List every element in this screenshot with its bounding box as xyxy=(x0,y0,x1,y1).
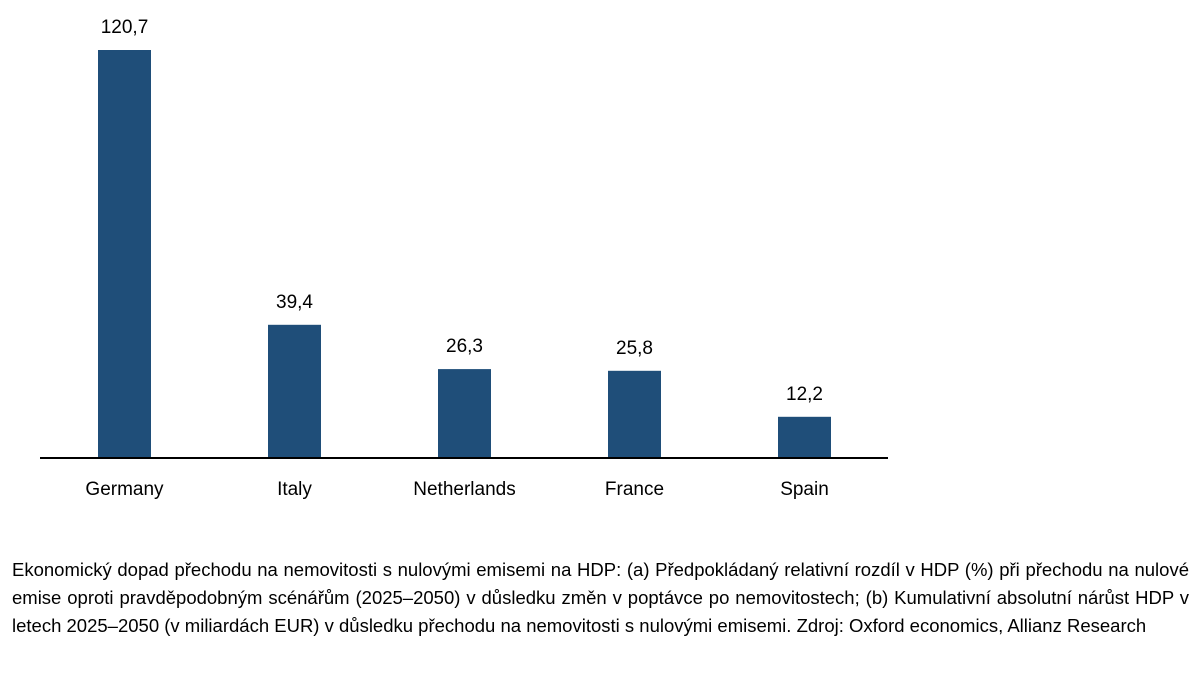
category-label-france: France xyxy=(605,479,664,500)
category-label-spain: Spain xyxy=(780,479,829,500)
bar-chart: 120,7 39,4 26,3 25,8 12,2 Germany Italy Nether… xyxy=(40,17,888,500)
category-label-germany: Germany xyxy=(85,479,164,500)
bar-spain xyxy=(778,416,831,458)
value-label-italy: 39,4 xyxy=(276,292,313,313)
category-label-italy: Italy xyxy=(277,479,312,500)
bars-group xyxy=(98,50,831,458)
value-label-germany: 120,7 xyxy=(101,17,149,38)
value-label-france: 25,8 xyxy=(616,338,653,359)
category-labels-group: Germany Italy Netherlands France Spain xyxy=(85,479,828,500)
bar-france xyxy=(608,370,661,458)
figure-caption: Ekonomický dopad přechodu na nemovitosti… xyxy=(12,559,1189,636)
bar-italy xyxy=(268,324,321,458)
value-label-netherlands: 26,3 xyxy=(446,336,483,357)
category-label-netherlands: Netherlands xyxy=(413,479,515,500)
value-label-spain: 12,2 xyxy=(786,384,823,405)
bar-netherlands xyxy=(438,369,491,458)
bar-germany xyxy=(98,50,151,458)
value-labels-group: 120,7 39,4 26,3 25,8 12,2 xyxy=(101,17,823,405)
